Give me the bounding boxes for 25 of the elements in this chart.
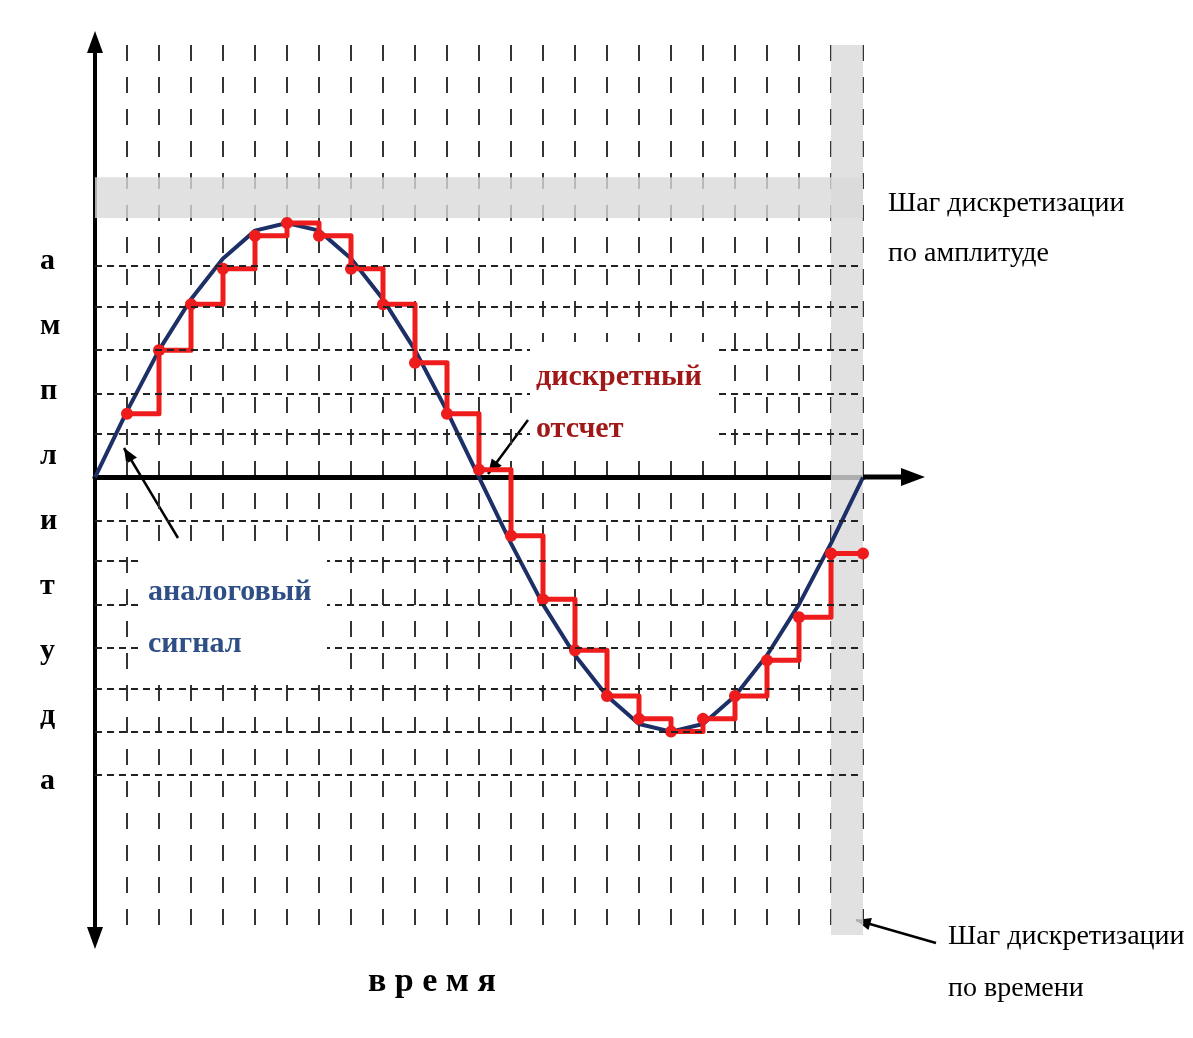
- point: [793, 611, 805, 624]
- point: [537, 593, 549, 606]
- point: [313, 229, 325, 242]
- text: в р е м я: [368, 960, 496, 998]
- point: [473, 463, 485, 476]
- point: [825, 547, 837, 560]
- annotation: дискретный отсчет: [536, 357, 702, 443]
- band-label: Шаг дискретизации по амплитуде: [888, 185, 1125, 267]
- point: [441, 407, 453, 420]
- point: [601, 689, 613, 702]
- point: [697, 712, 709, 725]
- text: амплитуда: [40, 241, 61, 795]
- point: [857, 547, 869, 560]
- point: [569, 644, 581, 657]
- point: [505, 529, 517, 542]
- point: [249, 229, 261, 242]
- point: [633, 712, 645, 725]
- point: [281, 217, 293, 229]
- point: [409, 356, 421, 369]
- point: [729, 689, 741, 702]
- annotation: аналоговый сигнал: [148, 572, 312, 658]
- point: [121, 407, 133, 420]
- point: [761, 654, 773, 667]
- text: Шаг дискретизации по времени: [948, 918, 1185, 1002]
- point: [217, 262, 229, 275]
